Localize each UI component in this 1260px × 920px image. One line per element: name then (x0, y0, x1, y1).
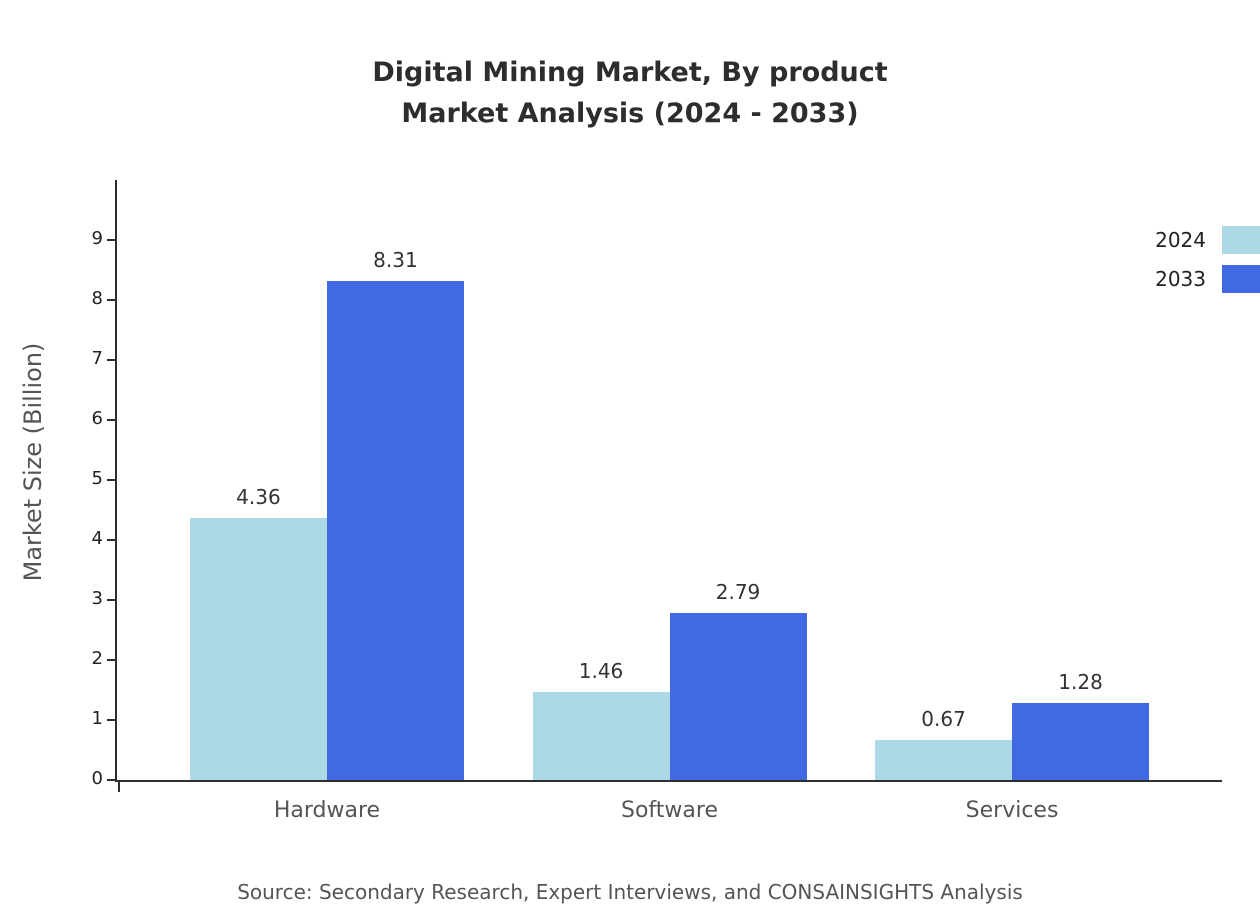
legend-item-2033: 2033 (1155, 265, 1260, 293)
legend-item-2024: 2024 (1155, 226, 1260, 254)
y-tick-mark (107, 719, 115, 721)
bar-2033-hardware (326, 281, 464, 780)
bar-2024-software (532, 692, 670, 780)
legend-swatch (1222, 265, 1260, 293)
y-tick-label: 2 (91, 648, 103, 669)
y-tick-label: 4 (91, 528, 103, 549)
legend-label: 2033 (1155, 267, 1206, 291)
y-axis-label: Market Size (Billion) (19, 342, 47, 582)
x-tick-mark (118, 782, 120, 792)
value-label: 4.36 (236, 485, 281, 510)
source-note: Source: Secondary Research, Expert Inter… (237, 880, 1023, 904)
y-tick-mark (107, 539, 115, 541)
category-label: Hardware (273, 798, 381, 823)
y-tick-label: 0 (91, 768, 103, 789)
bar-2033-services (1012, 703, 1150, 780)
legend: 2024 2033 (1155, 226, 1260, 293)
bar-2024-services (875, 739, 1013, 780)
value-label: 8.31 (373, 248, 418, 273)
y-tick-mark (107, 479, 115, 481)
legend-swatch (1222, 226, 1260, 254)
category-label: Services (965, 798, 1059, 823)
y-tick-label: 1 (91, 708, 103, 729)
y-tick-mark (107, 359, 115, 361)
chart-title: Digital Mining Market, By product Market… (0, 52, 1260, 134)
chart-title-line2: Market Analysis (2024 - 2033) (401, 98, 859, 129)
bar-2033-software (669, 612, 807, 780)
y-tick-mark (107, 659, 115, 661)
y-tick-mark (107, 779, 115, 781)
y-tick-mark (107, 239, 115, 241)
value-label: 0.67 (921, 706, 966, 731)
plot-area: 0 1 2 3 4 5 6 7 8 9 4.36 8.31 Hardware 1.46 2.79 Softwa… (92, 180, 1222, 823)
value-label: 1.46 (578, 659, 624, 684)
y-tick-label: 5 (91, 468, 103, 489)
y-tick-label: 8 (91, 288, 103, 309)
y-tick-mark (107, 419, 115, 421)
category-label: Software (621, 798, 718, 823)
y-tick-label: 7 (91, 348, 103, 369)
value-label: 1.28 (1058, 670, 1103, 695)
y-tick-label: 6 (91, 408, 103, 429)
value-label: 2.79 (715, 579, 761, 604)
chart-title-line1: Digital Mining Market, By product (372, 57, 888, 88)
bar-2024-hardware (189, 518, 327, 780)
y-tick-mark (107, 599, 115, 601)
legend-label: 2024 (1155, 228, 1206, 252)
y-tick-label: 3 (91, 588, 103, 609)
y-tick-mark (107, 299, 115, 301)
y-tick-label: 9 (91, 228, 103, 249)
